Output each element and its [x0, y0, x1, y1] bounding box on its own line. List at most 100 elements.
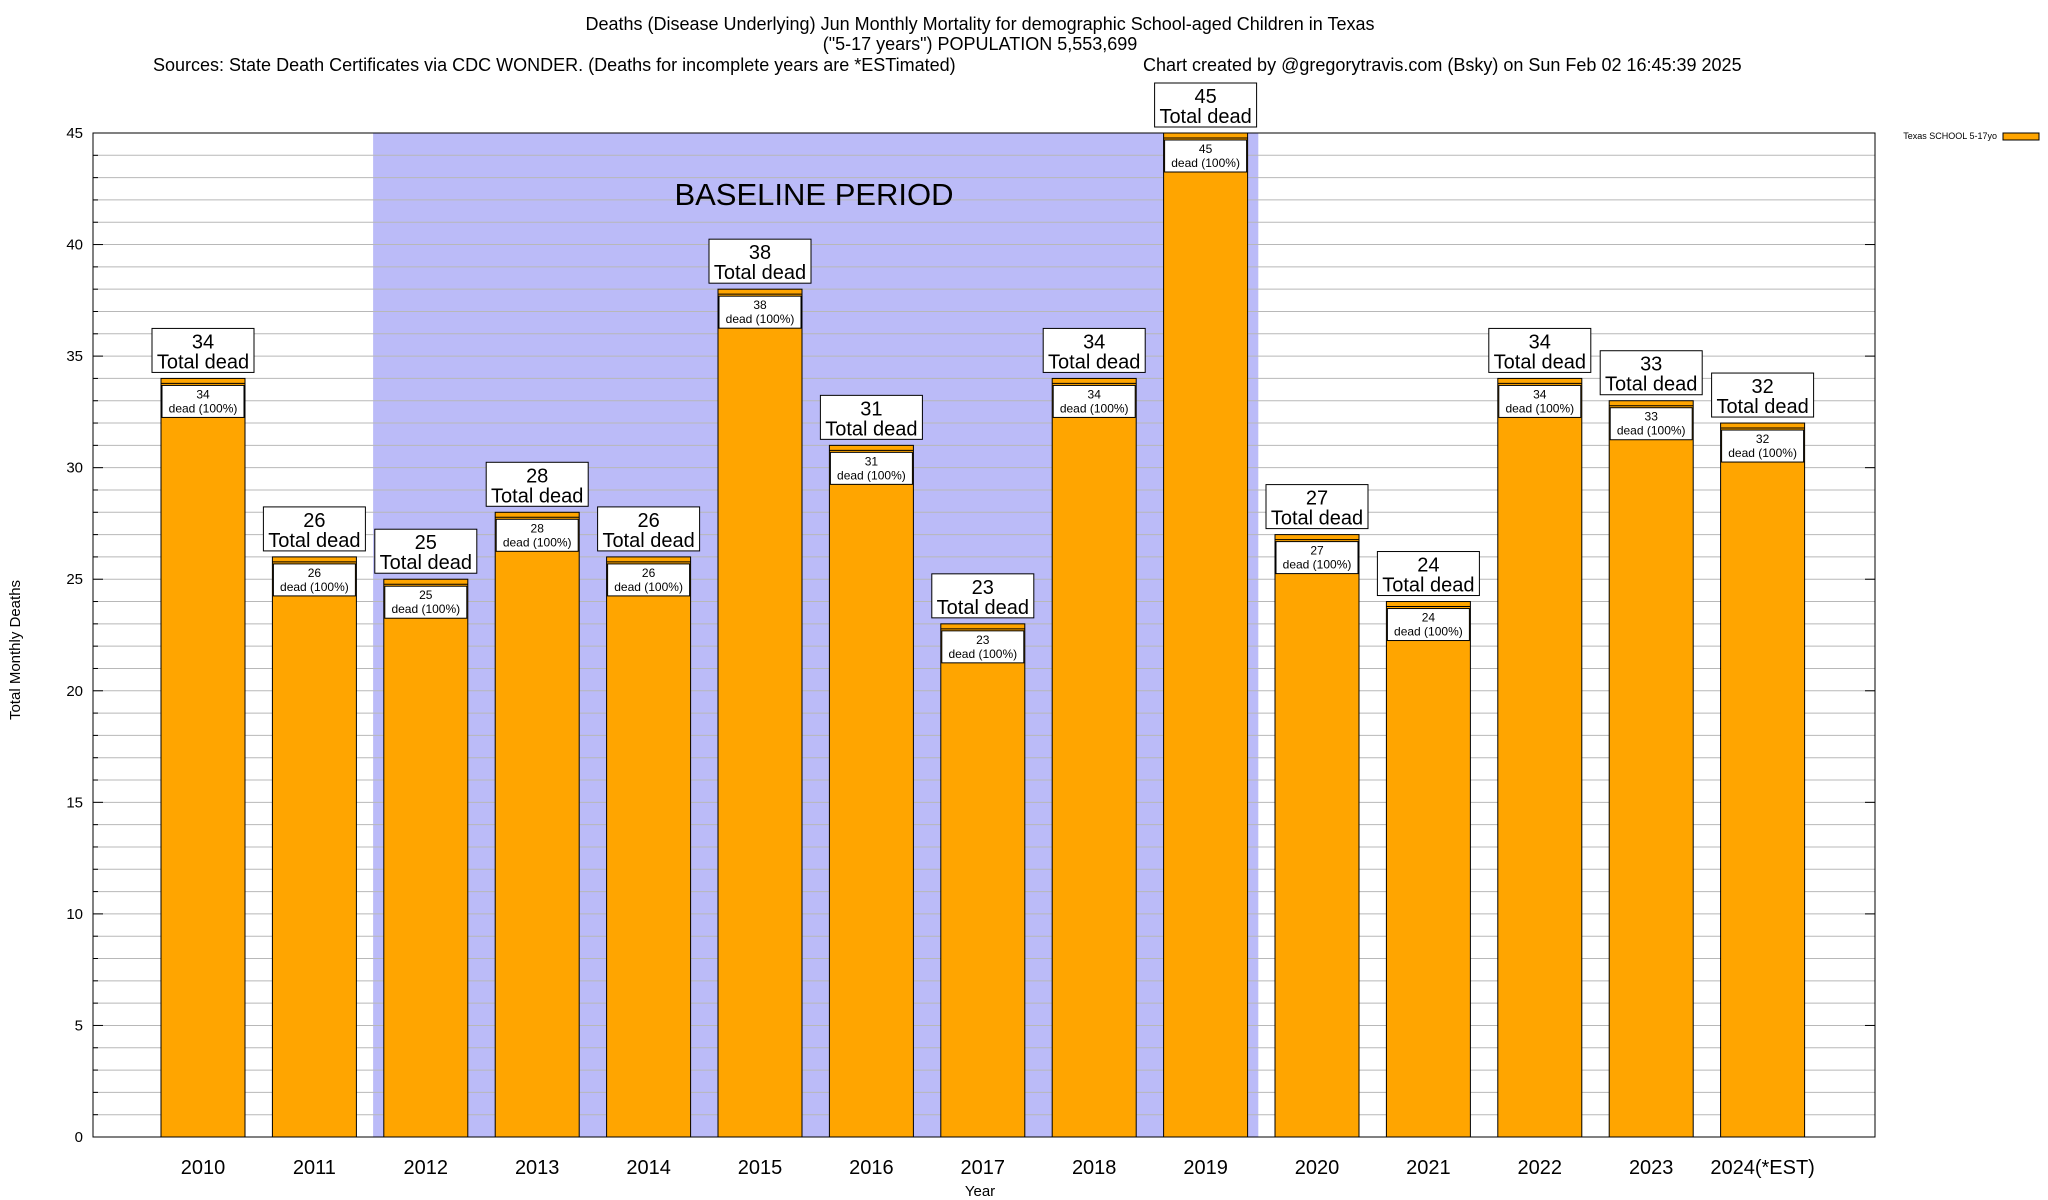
bar: [1720, 422, 1806, 1138]
segment-label-box: [1721, 429, 1805, 463]
segment-value-label: 26: [308, 566, 322, 580]
total-dead-label: Total dead: [1716, 396, 1808, 418]
total-dead-label: Total dead: [268, 530, 360, 552]
segment-value-label: 28: [531, 521, 545, 535]
y-tick-label: 5: [75, 1017, 83, 1034]
segment-label-box: [161, 384, 245, 418]
x-tick-label: 2016: [849, 1157, 894, 1179]
total-value-label: 27: [1306, 488, 1328, 510]
x-tick-label: 2021: [1406, 1157, 1451, 1179]
segment-value-label: 34: [1088, 387, 1102, 401]
total-label-box: [1488, 327, 1592, 373]
x-tick-label: 2023: [1629, 1157, 1674, 1179]
segment-label-box: [1275, 541, 1359, 575]
bar: [494, 511, 580, 1138]
total-dead-label: Total dead: [1605, 374, 1697, 396]
x-tick-label: 2015: [738, 1157, 783, 1179]
total-label-box: [1154, 82, 1258, 128]
x-axis-label: Year: [965, 1183, 995, 1200]
segment-percent-label: dead (100%): [280, 580, 349, 594]
x-tick-label: 2018: [1072, 1157, 1117, 1179]
total-label-box: [819, 394, 923, 440]
total-value-label: 38: [749, 242, 771, 264]
segment-percent-label: dead (100%): [614, 580, 683, 594]
total-label-box: [1376, 551, 1480, 597]
segment-percent-label: dead (100%): [948, 647, 1017, 661]
total-value-label: 32: [1751, 376, 1773, 398]
total-label-box: [1042, 327, 1146, 373]
total-dead-label: Total dead: [1159, 106, 1251, 128]
segment-label-box: [1498, 384, 1582, 418]
segment-label-box: [718, 295, 802, 329]
segment-percent-label: dead (100%): [1617, 424, 1686, 438]
total-value-label: 28: [526, 465, 548, 487]
total-dead-label: Total dead: [825, 418, 917, 440]
x-tick-label: 2014: [626, 1157, 671, 1179]
segment-percent-label: dead (100%): [1171, 156, 1240, 170]
segment-label-box: [1164, 139, 1248, 173]
segment-value-label: 34: [196, 387, 210, 401]
total-value-label: 26: [303, 510, 325, 532]
plot-frame: [92, 132, 1876, 1138]
total-value-label: 24: [1417, 555, 1439, 577]
segment-label-box: [607, 563, 691, 597]
bar: [1274, 534, 1360, 1138]
y-tick-label: 45: [66, 125, 83, 142]
segment-value-label: 25: [419, 588, 433, 602]
segment-label-box: [1052, 384, 1136, 418]
total-value-label: 25: [415, 532, 437, 554]
segment-percent-label: dead (100%): [169, 401, 238, 415]
total-label-box: [262, 506, 366, 552]
segment-percent-label: dead (100%): [503, 535, 572, 549]
y-tick-label: 40: [66, 237, 83, 254]
segment-label-box: [495, 518, 579, 552]
bar: [383, 578, 469, 1138]
bars-layer: [160, 132, 1806, 1138]
total-dead-label: Total dead: [1494, 351, 1586, 373]
x-tick-label: 2017: [961, 1157, 1006, 1179]
total-value-label: 33: [1640, 354, 1662, 376]
y-axis-label: Total Monthly Deaths: [7, 580, 24, 720]
chart-title-line2: ("5-17 years") POPULATION 5,553,699: [823, 34, 1138, 54]
x-tick-label: 2019: [1183, 1157, 1228, 1179]
x-tick-label: 2022: [1518, 1157, 1563, 1179]
y-tick-label: 10: [66, 906, 83, 923]
segment-percent-label: dead (100%): [1394, 625, 1463, 639]
x-tick-label: 2013: [515, 1157, 560, 1179]
bar: [717, 288, 803, 1138]
segment-percent-label: dead (100%): [1060, 401, 1129, 415]
total-label-box: [1599, 350, 1703, 396]
baseline-period-label: BASELINE PERIOD: [674, 177, 953, 212]
segment-value-label: 34: [1533, 387, 1547, 401]
segment-percent-label: dead (100%): [837, 468, 906, 482]
chart-title-line1: Deaths (Disease Underlying) Jun Monthly …: [585, 14, 1374, 34]
total-label-box: [1711, 372, 1815, 418]
segment-percent-label: dead (100%): [1728, 446, 1797, 460]
segment-label-box: [1609, 407, 1693, 441]
bar: [1163, 132, 1249, 1138]
total-label-box: [931, 573, 1035, 619]
segment-label-box: [941, 630, 1025, 664]
total-label-box: [485, 461, 589, 507]
segment-value-label: 27: [1310, 544, 1324, 558]
total-value-label: 34: [1083, 331, 1105, 353]
segment-label-box: [272, 563, 356, 597]
legend-label: Texas SCHOOL 5-17yo: [1903, 131, 1997, 141]
total-dead-label: Total dead: [157, 351, 249, 373]
segment-value-label: 33: [1645, 410, 1659, 424]
segment-label-box: [384, 585, 468, 619]
segment-value-label: 24: [1422, 611, 1436, 625]
segment-percent-label: dead (100%): [1505, 401, 1574, 415]
x-tick-label: 2010: [181, 1157, 226, 1179]
total-dead-label: Total dead: [937, 597, 1029, 619]
bar: [940, 623, 1026, 1138]
total-value-label: 45: [1194, 86, 1216, 108]
bar: [606, 556, 692, 1138]
segment-percent-label: dead (100%): [726, 312, 795, 326]
total-dead-label: Total dead: [1382, 575, 1474, 597]
bar: [1385, 601, 1471, 1138]
total-label-box: [597, 506, 701, 552]
total-label-box: [374, 528, 478, 574]
total-label-box: [151, 327, 255, 373]
bar: [828, 444, 914, 1138]
